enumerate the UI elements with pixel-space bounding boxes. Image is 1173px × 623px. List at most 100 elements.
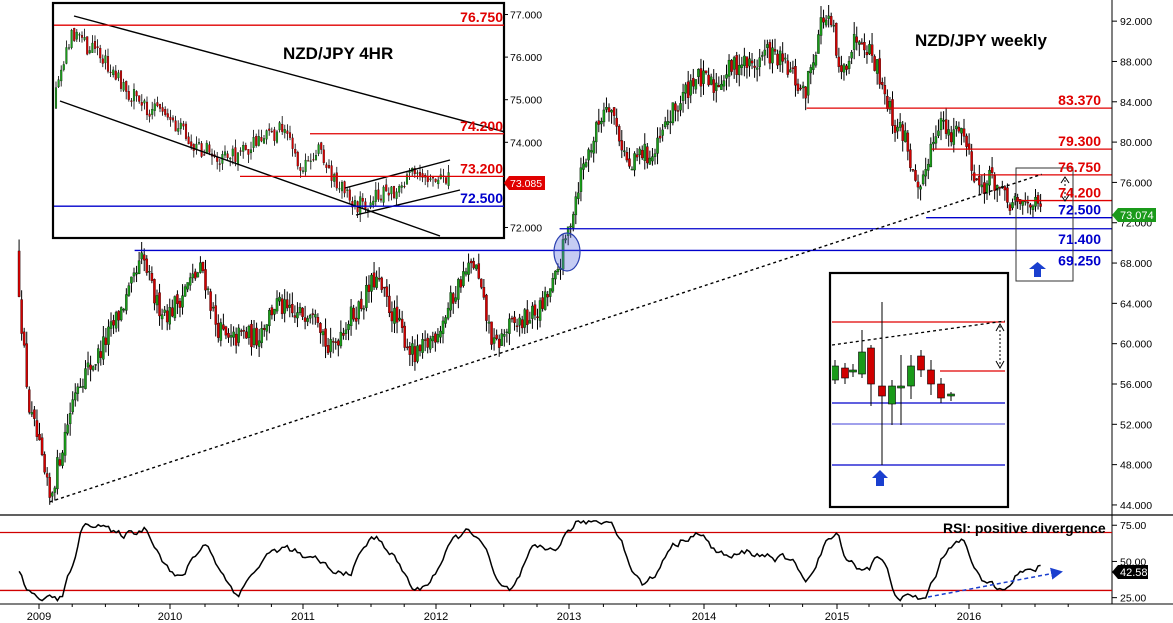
inset-candle-body [335, 172, 338, 189]
inset-candle-body [437, 179, 440, 185]
weekly-candle-body [669, 121, 672, 123]
inset-candle-body [314, 155, 318, 161]
weekly-candle-body [786, 60, 790, 75]
weekly-candle-body [676, 110, 680, 112]
weekly-candle-body [411, 343, 414, 355]
weekly-candle-body [222, 324, 225, 330]
weekly-candle-body [383, 286, 386, 289]
weekly-candle-body [1018, 199, 1022, 204]
weekly-candle-body [199, 262, 202, 273]
inset-candle-body [190, 141, 193, 147]
weekly-candle-body [324, 328, 327, 347]
inset-candle-body [390, 186, 393, 195]
weekly-candle-body [983, 182, 986, 195]
weekly-candle-body [1006, 187, 1009, 203]
weekly-candle-body [308, 314, 312, 319]
zoom-candle-body [917, 355, 925, 371]
inset-candle-body [164, 109, 167, 115]
weekly-candle-body [1011, 202, 1014, 209]
weekly-candle-body [579, 167, 583, 192]
weekly-candle-body [288, 304, 292, 308]
weekly-candle-body [25, 343, 28, 387]
weekly-candle-body [102, 336, 105, 360]
weekly-candle-body [947, 129, 950, 136]
weekly-candle-body [727, 59, 731, 77]
weekly-candle-body [564, 238, 567, 241]
weekly-candle-body [183, 286, 187, 297]
weekly-candle-body [301, 307, 304, 317]
weekly-candle-body [589, 150, 593, 153]
inset-candle-body [270, 131, 273, 133]
weekly-candle-body [367, 284, 371, 292]
weekly-candle-body [789, 69, 792, 73]
zoom-arrow-up [1060, 176, 1070, 184]
weekly-candle-body [924, 169, 927, 177]
weekly-candle-body [776, 53, 779, 66]
time-tick-label: 2015 [825, 611, 849, 623]
weekly-candle-body [518, 317, 521, 326]
weekly-candle-body [30, 412, 34, 415]
inset-candle-body [135, 91, 138, 97]
inset-candle-body [166, 113, 169, 118]
weekly-candle-body [658, 135, 662, 139]
inset-tick-label: 77.000 [510, 10, 542, 22]
weekly-candle-body [158, 292, 161, 317]
weekly-candle-body [898, 122, 902, 128]
weekly-candle-body [533, 304, 537, 316]
weekly-candle-body [730, 60, 733, 72]
weekly-candle-body [28, 389, 31, 413]
weekly-candle-body [594, 122, 598, 143]
weekly-candle-body [173, 296, 177, 319]
inset-candle-body [268, 128, 271, 131]
weekly-candle-body [365, 285, 368, 308]
weekly-candle-body [285, 299, 289, 309]
time-tick-label: 2011 [291, 611, 315, 623]
weekly-candle-body [426, 337, 429, 348]
weekly-candle-body [280, 298, 284, 315]
weekly-candle-body [372, 272, 376, 288]
weekly-candle-body [692, 78, 695, 87]
weekly-candle-body [457, 279, 460, 300]
inset-candle-body [359, 196, 362, 215]
inset-candle-body [281, 124, 284, 132]
zoom-candle-body [927, 369, 935, 385]
inset-candle-body [99, 48, 102, 59]
weekly-candle-body [684, 84, 687, 94]
inset-candle-body [57, 79, 60, 88]
weekly-candle-body [755, 67, 759, 70]
weekly-candle-body [390, 311, 394, 322]
weekly-candle-body [464, 271, 468, 275]
weekly-candle-body [1029, 204, 1032, 208]
weekly-candle-body [186, 282, 189, 290]
price-axis: 44.000 48.000 52.000 56.000 60.000 64.000 68.0… [1111, 0, 1156, 605]
weekly-candle-body [919, 186, 922, 190]
weekly-candle-body [607, 107, 611, 113]
weekly-candle-body [995, 185, 999, 191]
weekly-candle-body [209, 291, 212, 311]
inset-candle-body [158, 104, 162, 109]
price-tick-label: 84.000 [1120, 97, 1152, 109]
weekly-candle-body [916, 181, 920, 188]
inset-candle-body [325, 164, 328, 168]
weekly-candle-body [395, 306, 399, 323]
zoom-arrow-down [1060, 194, 1070, 202]
weekly-candle-body [347, 323, 350, 330]
weekly-candle-body [554, 270, 557, 280]
zoom-candle-body [907, 365, 915, 387]
weekly-candle-body [1031, 205, 1035, 210]
weekly-candle-body [960, 128, 963, 134]
weekly-candle-body [523, 309, 526, 328]
weekly-candle-body [768, 42, 772, 64]
zoom-candle-body [841, 367, 849, 379]
weekly-candle-body [375, 276, 378, 288]
weekly-candle-body [615, 117, 618, 127]
weekly-candle-body [431, 336, 435, 342]
weekly-candle-body [40, 437, 44, 456]
inset-levels: 76.750 74.200 73.200 72.500 [54, 9, 504, 207]
weekly-candle-body [227, 333, 230, 338]
weekly-candle-body [630, 168, 634, 171]
weekly-candle-body [329, 339, 332, 352]
weekly-candle-body [56, 457, 59, 490]
weekly-candle-body [822, 17, 825, 23]
weekly-candle-body [845, 65, 848, 70]
